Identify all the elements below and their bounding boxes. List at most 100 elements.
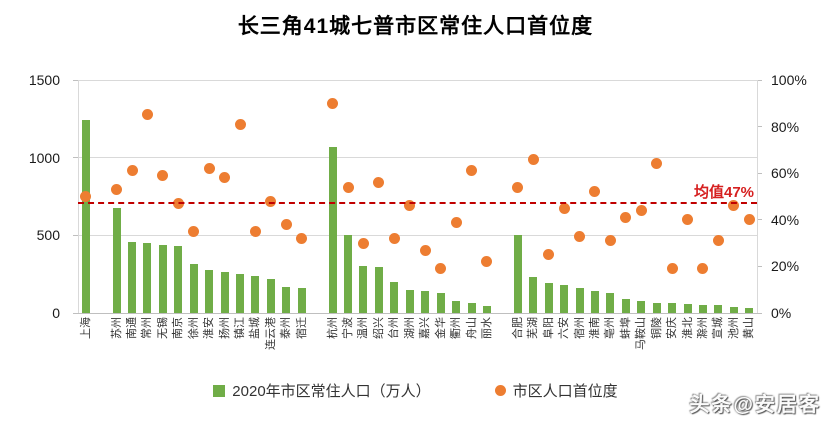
x-axis-label: 南通 xyxy=(126,317,138,339)
scatter-dot xyxy=(388,232,400,244)
x-axis-label: 嘉兴 xyxy=(419,317,432,339)
scatter-dot xyxy=(543,249,555,261)
scatter-dot xyxy=(712,235,724,247)
x-axis-label: 台州 xyxy=(388,317,401,339)
bar xyxy=(575,288,584,313)
bar xyxy=(158,244,167,313)
x-axis-label: 衢州 xyxy=(450,317,463,339)
watermark: 头条@安居客 xyxy=(689,394,821,416)
x-axis-label: 盐城 xyxy=(249,317,262,339)
x-axis-label: 镇江 xyxy=(234,317,247,339)
left-axis-tick-label: 500 xyxy=(36,227,60,244)
bar xyxy=(236,274,245,313)
x-axis-label: 宿迁 xyxy=(295,317,308,339)
scatter-dot xyxy=(682,214,694,226)
x-axis-label: 滁州 xyxy=(696,317,709,339)
gridline xyxy=(78,157,757,159)
bar xyxy=(344,234,353,313)
chart-title: 长三角41城七普市区常住人口首位度 xyxy=(237,15,594,38)
x-axis-label: 安庆 xyxy=(666,317,679,339)
gridline xyxy=(78,79,757,81)
x-axis-label: 徐州 xyxy=(187,317,200,339)
scatter-dot xyxy=(558,202,570,214)
bar xyxy=(513,235,522,313)
scatter-dot xyxy=(620,211,632,223)
x-axis-label: 蚌埠 xyxy=(619,317,632,339)
legend-dot-label: 市区人口首位度 xyxy=(512,383,618,400)
x-axis-label: 池州 xyxy=(727,317,740,339)
bar xyxy=(174,246,183,313)
x-axis-label: 连云港 xyxy=(264,317,277,350)
x-axis-label: 扬州 xyxy=(218,317,231,339)
legend-item-primacy: 市区人口首位度 xyxy=(494,380,618,401)
bar xyxy=(698,304,707,313)
x-axis-label: 湖州 xyxy=(403,317,416,339)
right-axis-tick-label: 0% xyxy=(771,305,792,321)
bar xyxy=(668,302,677,313)
left-axis-tick xyxy=(73,234,78,236)
x-axis-label: 阜阳 xyxy=(542,317,555,339)
scatter-dot xyxy=(327,97,339,109)
x-axis-label: 泰州 xyxy=(280,317,293,339)
scatter-dot xyxy=(357,237,369,249)
bar xyxy=(467,302,476,313)
bar xyxy=(621,299,630,313)
bar xyxy=(220,271,229,313)
bar xyxy=(482,306,491,313)
right-axis-tick-label: 20% xyxy=(771,258,800,275)
scatter-dot xyxy=(80,191,92,202)
bar xyxy=(652,302,661,313)
x-axis-label: 宁波 xyxy=(342,317,355,339)
bar xyxy=(205,270,214,313)
right-axis-tick-label: 40% xyxy=(771,211,800,228)
scatter-dot xyxy=(126,165,138,177)
scatter-dot xyxy=(589,186,601,198)
bar xyxy=(729,306,738,313)
right-axis-tick xyxy=(757,126,762,128)
bar xyxy=(544,282,553,313)
scatter-dot xyxy=(435,263,447,275)
scatter-dot xyxy=(635,204,647,216)
bar xyxy=(560,285,569,313)
scatter-dot xyxy=(527,153,539,165)
scatter-dot xyxy=(743,214,755,226)
right-axis-tick xyxy=(757,265,762,267)
scatter-dot xyxy=(604,235,616,247)
bar xyxy=(405,290,414,313)
bar xyxy=(328,146,337,313)
scatter-dot xyxy=(157,170,169,182)
left-axis-tick xyxy=(73,157,78,159)
bar xyxy=(529,277,538,313)
x-axis-label: 铜陵 xyxy=(650,317,663,339)
mean-line-label: 均值47% xyxy=(694,184,755,202)
bar xyxy=(359,266,368,313)
x-axis-label: 苏州 xyxy=(110,317,123,339)
right-axis-tick xyxy=(757,172,762,174)
bar xyxy=(590,291,599,313)
scatter-dot xyxy=(697,263,709,275)
x-axis-label: 宣城 xyxy=(712,317,725,339)
right-axis-tick xyxy=(757,219,762,221)
bar xyxy=(81,120,90,313)
x-axis-label: 丽水 xyxy=(480,317,493,339)
x-axis-label: 宿州 xyxy=(573,317,586,339)
left-axis-tick xyxy=(73,312,78,314)
scatter-dot xyxy=(481,256,493,268)
x-axis-label: 亳州 xyxy=(604,317,617,339)
left-axis-tick-label: 1500 xyxy=(28,72,60,88)
bar xyxy=(128,241,136,313)
bar xyxy=(452,301,461,313)
x-axis-label: 六安 xyxy=(558,317,571,339)
gridline xyxy=(78,234,757,236)
x-axis-label: 舟山 xyxy=(465,317,478,339)
scatter-dot xyxy=(342,181,354,193)
scatter-dot xyxy=(296,232,308,244)
x-axis-label: 无锡 xyxy=(156,317,169,339)
bar xyxy=(374,267,383,313)
scatter-dot xyxy=(512,181,524,193)
right-axis-tick-label: 80% xyxy=(771,118,800,135)
x-axis-label: 金华 xyxy=(434,317,447,339)
x-axis-label: 黄山 xyxy=(743,317,756,339)
x-axis-label: 上海 xyxy=(79,317,92,339)
x-axis-label: 淮南 xyxy=(588,317,601,339)
